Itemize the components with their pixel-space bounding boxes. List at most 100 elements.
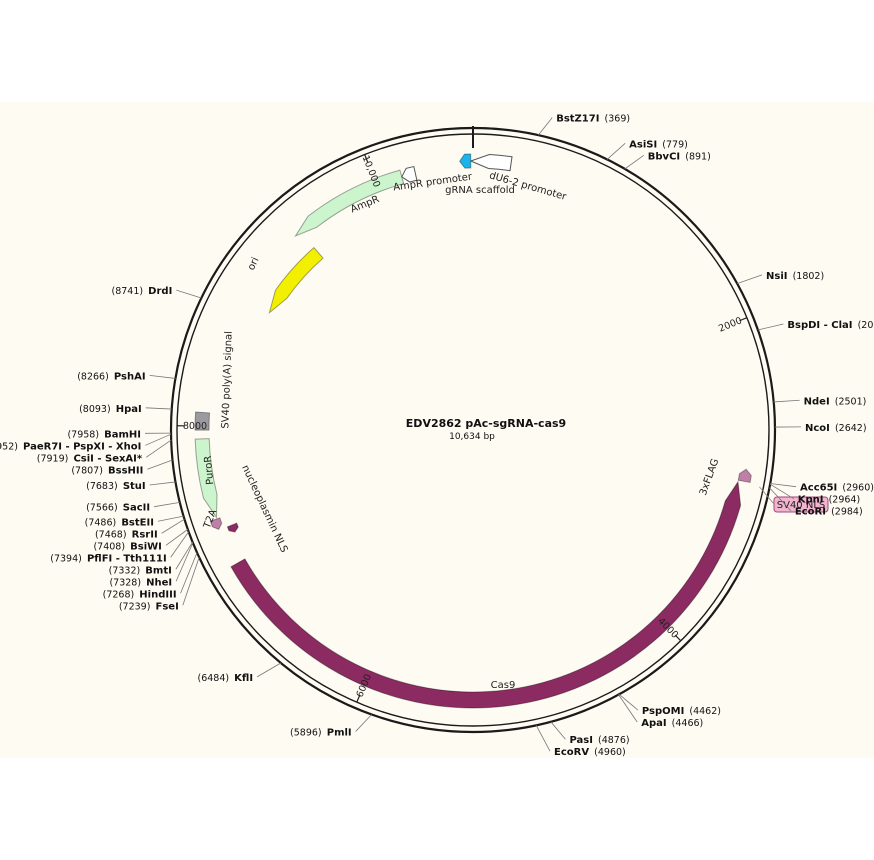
site-name: BssHII — [108, 465, 143, 476]
site-name: BspDI - ClaI — [787, 320, 852, 331]
site-leader — [624, 154, 645, 170]
site-name: AsiSI — [629, 139, 657, 150]
map-background — [0, 102, 874, 758]
restriction-site[interactable]: BspDI - ClaI (2087) — [787, 313, 874, 332]
restriction-site[interactable]: (8266) PshAI — [77, 364, 145, 383]
site-position: (7566) — [86, 503, 118, 514]
site-leader — [145, 439, 172, 458]
site-name: PshAI — [114, 371, 146, 382]
site-leader — [769, 487, 792, 511]
feature-ori[interactable] — [268, 246, 324, 315]
restriction-site[interactable]: (6484) KflI — [197, 666, 253, 685]
site-position: (891) — [685, 151, 711, 162]
site-leader — [606, 143, 626, 160]
restriction-site[interactable]: KpnI (2964) — [798, 488, 860, 507]
site-position: (2501) — [835, 396, 867, 407]
feature-3xflag[interactable] — [737, 468, 752, 484]
site-leader — [770, 483, 797, 488]
restriction-site[interactable]: (5896) PmlI — [290, 720, 352, 739]
site-name: CsiI - SexAI* — [73, 453, 142, 464]
restriction-site[interactable]: ApaI (4466) — [641, 711, 703, 730]
site-name: DrdI — [148, 286, 172, 297]
restriction-site[interactable]: (8093) HpaI — [79, 397, 142, 416]
feature-label-ori: ori — [246, 256, 261, 272]
site-name: NdeI — [804, 396, 830, 407]
site-leader — [355, 714, 372, 732]
restriction-site[interactable]: (7328) NheI — [109, 570, 172, 589]
feature-sv40-polya[interactable] — [194, 411, 211, 431]
site-position: (8093) — [79, 404, 111, 415]
site-leader — [737, 274, 763, 284]
restriction-site[interactable]: (7952) PaeR7I - PspXI - XhoI — [0, 434, 141, 453]
site-position: (7958) — [67, 429, 99, 440]
restriction-site[interactable]: NsiI (1802) — [766, 264, 824, 283]
site-leader — [149, 481, 176, 486]
restriction-site[interactable]: (7919) CsiI - SexAI* — [37, 446, 143, 465]
site-leader — [161, 518, 185, 534]
site-position: (7408) — [93, 541, 125, 552]
restriction-site[interactable]: (7332) BmtI — [109, 558, 172, 577]
site-name: NheI — [146, 577, 172, 588]
restriction-site[interactable]: (7239) FseI — [119, 594, 179, 613]
plasmid-length: 10,634 bp — [449, 432, 495, 442]
nls-badge-box — [773, 496, 829, 513]
site-name: PflFI - Tth111I — [87, 553, 167, 564]
feature-t2a[interactable] — [209, 517, 223, 531]
restriction-site[interactable]: (7807) BssHII — [71, 458, 143, 477]
restriction-site[interactable]: (7408) BsiWI — [93, 534, 161, 553]
restriction-site[interactable]: NdeI (2501) — [804, 389, 867, 408]
feature-nucleoplasmin-nls[interactable] — [226, 522, 239, 533]
site-position: (7919) — [37, 453, 69, 464]
site-position: (7268) — [103, 589, 135, 600]
restriction-site[interactable]: PspOMI (4462) — [642, 699, 721, 718]
site-name: BamHI — [104, 429, 141, 440]
restriction-site[interactable]: (7566) SacII — [86, 496, 150, 515]
site-leader — [757, 323, 784, 331]
site-name: BstEII — [121, 517, 154, 528]
site-position: (4462) — [689, 706, 721, 717]
site-name: BstZ17I — [556, 114, 599, 125]
restriction-site[interactable]: EcoRV (4960) — [554, 740, 626, 759]
site-position: (4960) — [594, 747, 626, 758]
site-position: (7328) — [109, 577, 141, 588]
restriction-site[interactable]: AsiSI (779) — [629, 132, 688, 151]
feature-grna-scaffold[interactable] — [459, 153, 472, 169]
site-name: KpnI — [798, 495, 824, 506]
site-name: BmtI — [145, 565, 172, 576]
restriction-site[interactable]: NcoI (2642) — [805, 416, 867, 435]
feature-puror[interactable] — [194, 438, 218, 519]
restriction-site[interactable]: (7468) RsrII — [95, 522, 158, 541]
restriction-site[interactable]: (7486) BstEII — [85, 510, 154, 529]
site-name: SacII — [123, 503, 150, 514]
site-position: (4466) — [672, 718, 704, 729]
site-position: (7683) — [86, 481, 118, 492]
restriction-site[interactable]: (7958) BamHI — [67, 422, 141, 441]
restriction-site[interactable]: Acc65I (2960) — [800, 476, 874, 495]
restriction-site[interactable]: EcoRI (2984) — [795, 500, 863, 519]
site-name: Acc65I — [800, 483, 837, 494]
site-position: (8266) — [77, 371, 109, 382]
nls-badge-leader — [759, 486, 775, 505]
site-position: (7952) — [0, 441, 18, 452]
feature-label-cas9: Cas9 — [491, 680, 516, 691]
restriction-site[interactable]: (8741) DrdI — [111, 279, 172, 298]
feature-cas9[interactable] — [230, 480, 742, 709]
site-name: FseI — [156, 601, 179, 612]
restriction-site[interactable]: BbvCI (891) — [648, 144, 711, 163]
restriction-site[interactable]: (7683) StuI — [86, 474, 146, 493]
site-name: PmlI — [327, 727, 352, 738]
tick-mark-2000 — [739, 317, 748, 322]
feature-du6-2-promoter[interactable] — [469, 153, 513, 172]
restriction-site[interactable]: PasI (4876) — [569, 728, 629, 747]
site-position: (2964) — [829, 495, 861, 506]
feature-ampr-promoter[interactable] — [401, 165, 418, 183]
restriction-site[interactable]: BstZ17I (369) — [556, 107, 630, 126]
restriction-site[interactable]: (7394) PflFI - Tth111I — [50, 546, 166, 565]
site-leader — [176, 289, 202, 299]
site-leader — [618, 694, 638, 723]
backbone-ring — [169, 126, 777, 734]
site-leader — [147, 459, 173, 470]
site-name: NcoI — [805, 423, 830, 434]
restriction-site[interactable]: (7268) HindIII — [103, 582, 177, 601]
